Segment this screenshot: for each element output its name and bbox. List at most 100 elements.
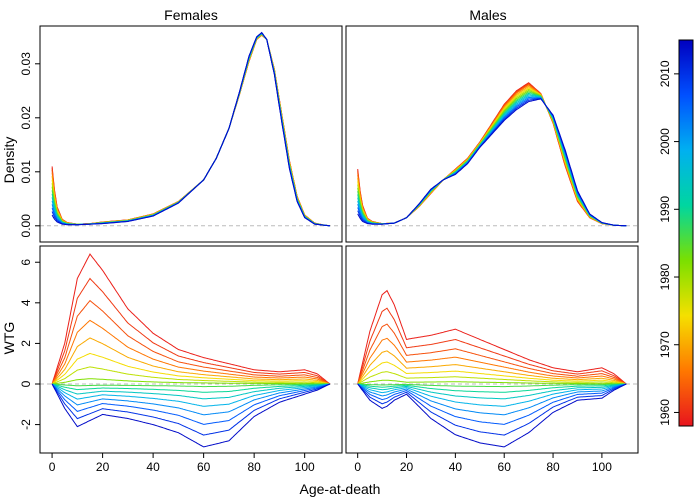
females-density-line-1986 <box>51 33 330 227</box>
colorbar-tick-label: 2010 <box>658 60 672 87</box>
females-wtg-line-1970 <box>51 337 331 385</box>
males-wtg-line-1978 <box>357 371 627 385</box>
females-density-line-1959 <box>51 34 330 227</box>
y-tick-label: 0.01 <box>19 160 33 184</box>
colorbar-tick-label: 1990 <box>658 196 672 223</box>
females-wtg-line-1978 <box>51 366 330 385</box>
females-density-line-1998 <box>51 32 330 227</box>
females-wtg-line-1966 <box>51 319 331 385</box>
males-wtg-line-2006 <box>357 383 627 425</box>
males-density-line-1974 <box>357 87 627 227</box>
males-density-line-1970 <box>357 85 627 227</box>
males-wtg-line-1986 <box>357 383 627 388</box>
females-density-line-1982 <box>51 33 330 227</box>
y-tick-label: 0.03 <box>19 52 33 76</box>
panel-females-wtg <box>39 245 343 454</box>
females-wtg-line-2014 <box>51 383 331 448</box>
y-tick-label: 4 <box>19 299 33 306</box>
males-wtg-line-1990 <box>357 383 627 393</box>
colorbar-tick-label: 1960 <box>658 399 672 426</box>
x-axis-females: 0 20 40 60 80 100 <box>49 453 315 474</box>
females-wtg-line-1990 <box>51 383 330 393</box>
x-tick-label: 60 <box>197 460 211 474</box>
males-wtg-line-1974 <box>357 361 627 385</box>
x-tick-label: 80 <box>247 460 261 474</box>
males-wtg-line-1970 <box>357 350 627 385</box>
males-density-line-1963 <box>357 83 627 227</box>
females-density-line-2014 <box>51 31 330 227</box>
panel-frame <box>345 25 639 243</box>
females-wtg-line-1974 <box>51 352 330 385</box>
females-density-line-2006 <box>51 32 330 227</box>
females-wtg-line-1994 <box>51 383 330 400</box>
x-tick-label: 60 <box>498 460 512 474</box>
x-axis-title: Age-at-death <box>300 481 381 497</box>
females-density-line-1966 <box>51 34 330 227</box>
females-density-line-1994 <box>51 32 330 227</box>
females-density-line-1990 <box>51 33 330 227</box>
x-tick-label: 100 <box>295 460 315 474</box>
females-density-line-1970 <box>51 33 330 227</box>
panel-males-density <box>345 25 639 243</box>
females-density-line-1963 <box>51 34 330 227</box>
females-wtg-line-1986 <box>52 383 330 388</box>
females-density-line-1978 <box>51 33 330 227</box>
colorbar-tick-label: 1980 <box>658 263 672 290</box>
males-density-line-1986 <box>357 91 627 227</box>
x-axis-males: 0 20 40 60 80 100 <box>354 453 612 474</box>
females-wtg-line-2006 <box>51 383 331 425</box>
colorbar-tick-label: 1970 <box>658 331 672 358</box>
males-wtg-line-1994 <box>357 383 627 400</box>
females-wtg-line-1963 <box>51 299 331 385</box>
males-density-line-1982 <box>357 90 627 227</box>
x-tick-label: 0 <box>49 460 56 474</box>
males-wtg-line-1959 <box>357 289 627 385</box>
females-wtg-line-1961 <box>51 277 331 385</box>
males-wtg-line-2002 <box>357 383 627 416</box>
females-wtg-line-1959 <box>51 253 331 385</box>
panel-title-males: Males <box>469 7 506 23</box>
females-density-line-2002 <box>51 32 330 227</box>
y-tick-label: 6 <box>19 259 33 266</box>
panel-title-females: Females <box>164 7 218 23</box>
colorbar-tick-label: 2000 <box>658 128 672 155</box>
males-wtg-line-1961 <box>357 307 627 385</box>
x-tick-label: 40 <box>449 460 463 474</box>
y-axis-title-wtg: WTG <box>1 322 17 355</box>
panel-frame <box>39 25 343 243</box>
males-wtg-line-2010 <box>357 383 627 436</box>
females-density-line-1974 <box>51 33 330 227</box>
y-axis-title-density: Density <box>1 137 17 184</box>
males-density-line-1959 <box>357 82 627 227</box>
females-wtg-line-2010 <box>51 383 331 436</box>
males-wtg-line-1966 <box>357 337 627 385</box>
females-wtg-line-2002 <box>51 383 331 416</box>
x-tick-label: 100 <box>592 460 612 474</box>
males-wtg-line-1963 <box>357 323 627 385</box>
panel-frame <box>39 245 343 454</box>
x-tick-label: 20 <box>96 460 110 474</box>
panel-frame <box>345 245 639 454</box>
x-tick-label: 20 <box>400 460 414 474</box>
x-tick-label: 40 <box>146 460 160 474</box>
x-tick-label: 0 <box>354 460 361 474</box>
males-density-line-1961 <box>357 82 627 227</box>
y-tick-label: 0.02 <box>19 106 33 130</box>
y-tick-label: -2 <box>19 419 33 430</box>
year-colorbar: 1960 1970 1980 1990 2000 2010 <box>658 39 694 427</box>
y-tick-label: 2 <box>19 340 33 347</box>
females-wtg-line-1982 <box>52 378 330 385</box>
y-axis-density: 0.00 0.01 0.02 0.03 <box>19 52 40 237</box>
panel-males-wtg <box>345 245 639 454</box>
females-density-line-2010 <box>51 31 330 227</box>
y-axis-wtg: -2 0 2 4 6 <box>19 259 40 430</box>
y-tick-label: 0 <box>19 380 33 387</box>
x-tick-label: 80 <box>546 460 560 474</box>
colorbar-gradient <box>679 40 693 426</box>
colorbar-frame <box>678 39 694 427</box>
panel-females-density <box>39 25 343 243</box>
males-density-line-1966 <box>357 84 627 227</box>
males-wtg-line-1982 <box>357 379 627 385</box>
males-density-line-2014 <box>357 98 627 227</box>
